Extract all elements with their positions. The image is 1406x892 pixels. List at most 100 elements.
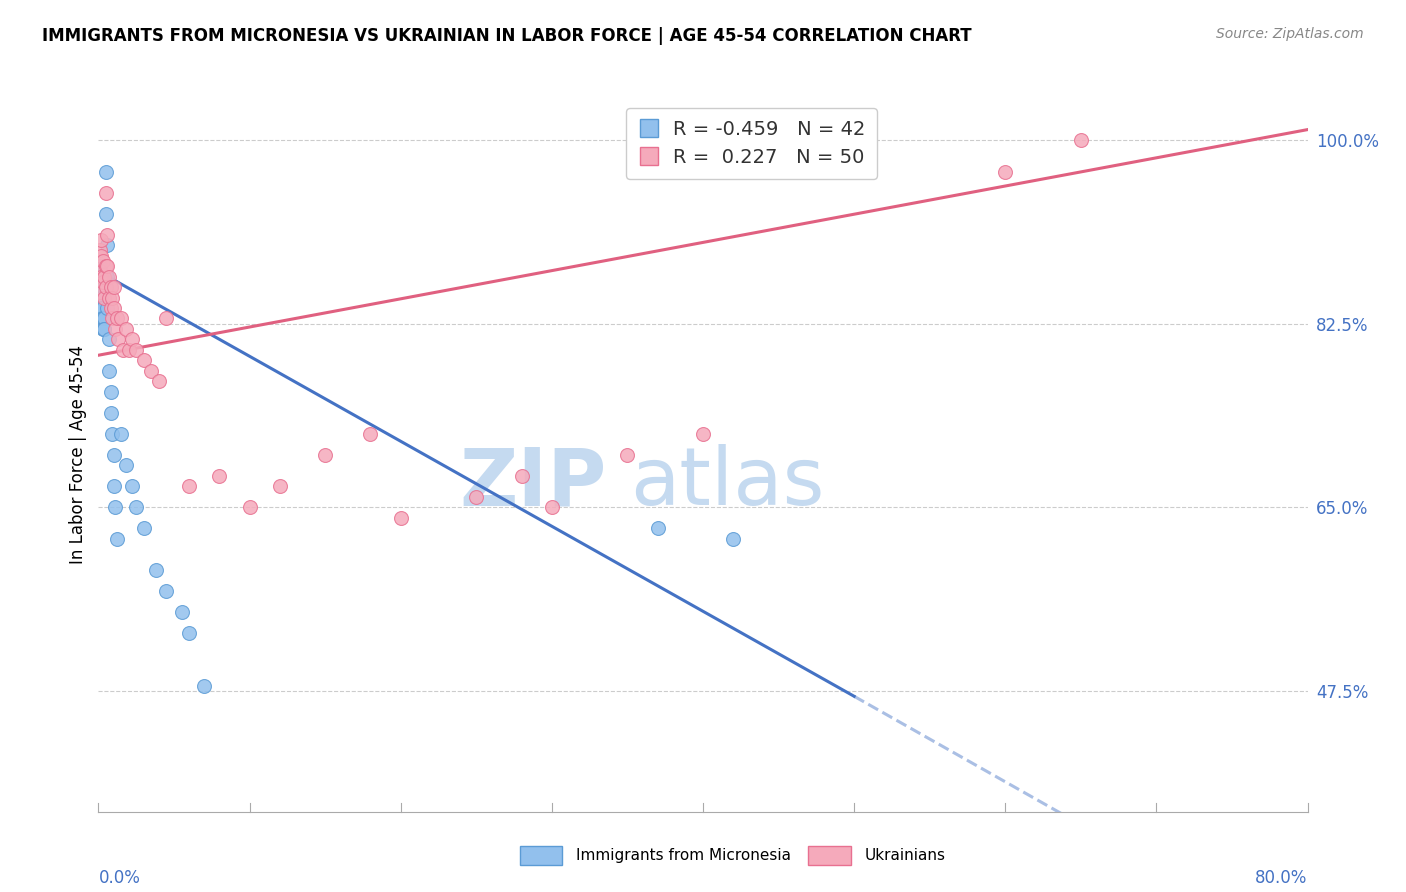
Point [93,322,115,336]
Point [193,679,215,693]
Point [118,343,141,357]
Point [100,280,122,294]
Point [105,311,128,326]
Point [103,448,125,462]
Point [90,269,112,284]
Point [89,285,111,300]
Point [389,511,412,525]
Point [177,626,201,640]
Point [104,500,127,515]
Point [155,311,177,326]
Point [170,605,193,619]
Point [132,353,155,368]
Point [125,500,148,515]
Point [110,426,132,441]
Y-axis label: In Labor Force | Age 45-54: In Labor Force | Age 45-54 [69,345,87,565]
Point [90,291,112,305]
Point [90,291,112,305]
Point [98,269,121,284]
Point [90,311,112,326]
Point [103,301,125,315]
Legend: R = -0.459   N = 42, R =  0.227   N = 50: R = -0.459 N = 42, R = 0.227 N = 50 [626,108,877,179]
Point [692,426,714,441]
Point [93,322,115,336]
Text: 80.0%: 80.0% [1256,870,1308,888]
Text: 0.0%: 0.0% [98,870,141,888]
Point [89,280,111,294]
Point [94,259,117,273]
Text: atlas: atlas [630,444,825,523]
Point [103,479,125,493]
Point [96,259,118,273]
Point [148,375,170,389]
Text: ZIP: ZIP [458,444,606,523]
Point [208,469,231,483]
Point [101,291,124,305]
Point [110,311,132,326]
Point [100,301,122,315]
Point [90,233,112,247]
Point [721,532,744,546]
FancyBboxPatch shape [520,846,562,865]
Point [94,164,117,178]
Point [94,280,117,294]
Point [177,479,201,493]
Point [91,311,114,326]
Point [89,244,111,258]
Text: Immigrants from Micronesia: Immigrants from Micronesia [576,848,792,863]
Point [90,280,112,294]
Point [616,448,638,462]
Point [465,490,488,504]
Point [98,333,121,347]
Point [121,333,143,347]
Point [89,291,111,305]
Point [89,269,111,284]
Point [239,500,262,515]
Point [94,186,117,200]
Point [91,275,114,289]
Point [93,269,115,284]
Point [91,311,114,326]
Point [360,426,382,441]
Point [114,458,136,473]
Point [510,469,533,483]
Point [114,322,136,336]
Point [155,584,177,599]
Point [89,259,111,273]
Text: Ukrainians: Ukrainians [865,848,946,863]
FancyBboxPatch shape [808,846,851,865]
Point [107,333,129,347]
Point [269,479,291,493]
Point [121,479,143,493]
Point [94,206,117,220]
Point [98,364,121,378]
Point [540,500,562,515]
Point [101,426,124,441]
Text: Source: ZipAtlas.com: Source: ZipAtlas.com [1216,27,1364,41]
Point [101,311,124,326]
Point [104,322,127,336]
Point [90,248,112,262]
Point [96,301,118,315]
Point [111,343,134,357]
Point [105,532,128,546]
Point [103,280,125,294]
Point [89,264,111,278]
Point [96,238,118,252]
Point [91,322,114,336]
Point [1070,133,1092,147]
Point [91,253,114,268]
Point [93,311,115,326]
Point [93,291,115,305]
Point [91,301,114,315]
Point [125,343,148,357]
Point [96,269,118,284]
Point [98,291,121,305]
Point [994,164,1017,178]
Point [145,563,167,577]
Text: IMMIGRANTS FROM MICRONESIA VS UKRAINIAN IN LABOR FORCE | AGE 45-54 CORRELATION C: IMMIGRANTS FROM MICRONESIA VS UKRAINIAN … [42,27,972,45]
Point [100,406,122,420]
Point [314,448,336,462]
Point [100,384,122,399]
Point [132,521,155,535]
